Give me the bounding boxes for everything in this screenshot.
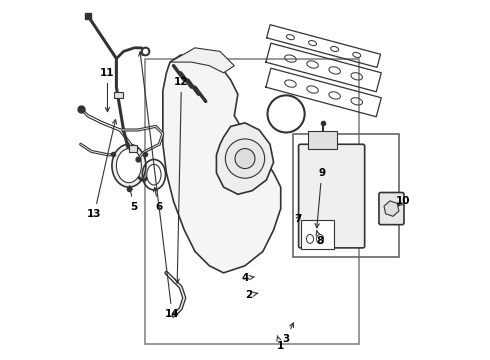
Ellipse shape	[117, 149, 142, 183]
FancyBboxPatch shape	[298, 144, 365, 248]
Text: 3: 3	[282, 323, 294, 344]
Text: 6: 6	[153, 188, 162, 212]
Text: 7: 7	[294, 214, 301, 224]
Polygon shape	[170, 48, 234, 73]
Polygon shape	[163, 55, 281, 273]
Ellipse shape	[147, 164, 161, 185]
Circle shape	[235, 149, 255, 168]
Text: 14: 14	[139, 52, 179, 319]
Text: 5: 5	[128, 186, 137, 212]
Text: 13: 13	[87, 120, 117, 219]
FancyBboxPatch shape	[308, 131, 337, 149]
FancyBboxPatch shape	[301, 220, 334, 249]
Polygon shape	[217, 123, 273, 194]
Circle shape	[225, 139, 265, 178]
Text: 2: 2	[245, 290, 258, 300]
Text: 1: 1	[277, 336, 284, 351]
FancyBboxPatch shape	[114, 92, 123, 98]
Text: 12: 12	[174, 77, 189, 283]
Text: 10: 10	[395, 197, 410, 206]
Text: 4: 4	[241, 273, 254, 283]
Text: 8: 8	[316, 231, 323, 247]
FancyBboxPatch shape	[128, 145, 137, 152]
Text: 11: 11	[100, 68, 115, 112]
Text: 9: 9	[315, 168, 325, 228]
FancyBboxPatch shape	[379, 193, 404, 225]
Ellipse shape	[112, 144, 146, 187]
